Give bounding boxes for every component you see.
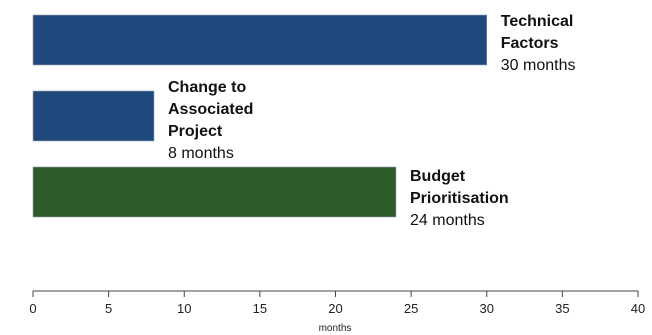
x-tick-label-5: 5	[105, 301, 112, 316]
x-tick-label-20: 20	[328, 301, 342, 316]
x-axis-ticks: 0 5 10 15 20 25 30 35 40	[29, 291, 645, 316]
x-axis: 0 5 10 15 20 25 30 35 40 months	[29, 290, 645, 334]
bar-2-category-label-line-0: Budget	[410, 168, 466, 185]
bar-1-category-label-line-2: Project	[168, 123, 223, 140]
bar-2-category-label-line-1: Prioritisation	[410, 190, 509, 207]
bar-1	[32, 90, 155, 142]
bar-0-category-label-line-1: Factors	[501, 35, 559, 52]
bar-0	[32, 14, 488, 66]
x-tick-label-10: 10	[177, 301, 191, 316]
x-tick-label-30: 30	[480, 301, 494, 316]
bar-1-category-label-line-0: Change to	[168, 79, 246, 96]
bar-0-category-label-line-0: Technical	[501, 13, 574, 30]
bar-0-value-label: 30 months	[501, 57, 576, 74]
x-tick-label-15: 15	[253, 301, 267, 316]
bar-2-value-label: 24 months	[410, 212, 485, 229]
x-tick-label-0: 0	[29, 301, 36, 316]
x-tick-label-35: 35	[555, 301, 569, 316]
bar-labels-group: Technical Factors 30 months Change to Associ…	[168, 13, 575, 229]
x-tick-label-40: 40	[631, 301, 645, 316]
x-axis-title: months	[319, 323, 352, 334]
bars-group	[32, 14, 488, 218]
bar-1-value-label: 8 months	[168, 145, 234, 162]
bar-1-category-label-line-1: Associated	[168, 101, 253, 118]
x-tick-label-25: 25	[404, 301, 418, 316]
bar-2	[32, 166, 397, 218]
